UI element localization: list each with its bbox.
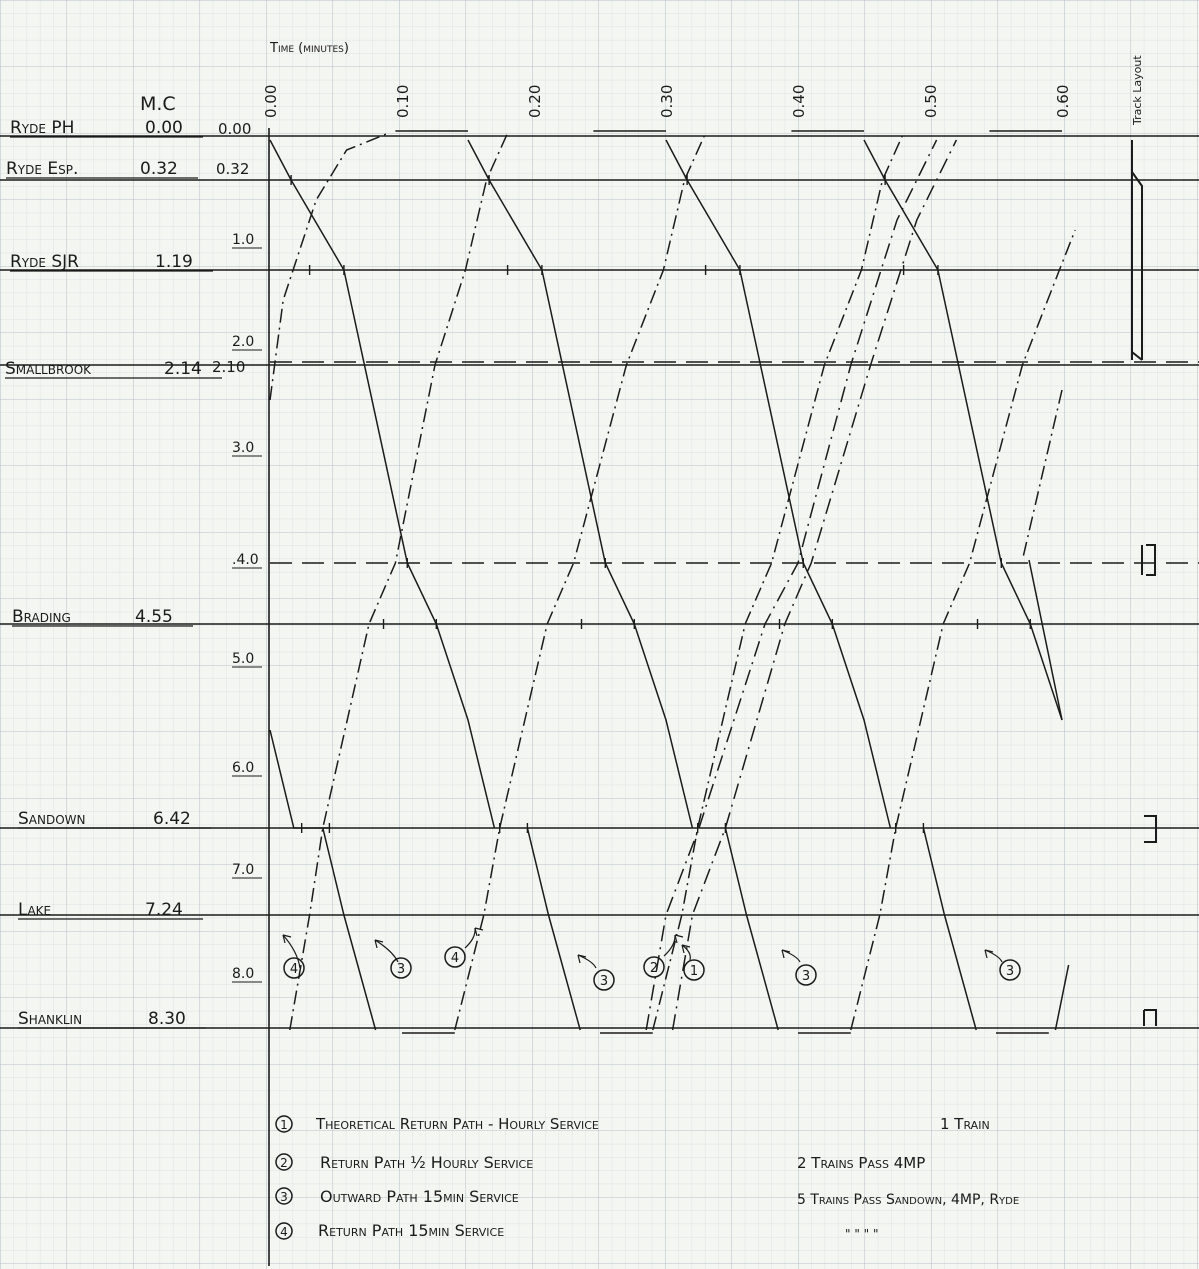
mileage-tick-label: 2.0 — [232, 334, 254, 350]
station-mileage: 2.14 — [164, 359, 202, 379]
outward-path — [724, 827, 779, 1031]
svg-text:3: 3 — [802, 969, 810, 984]
legend-number: 2 — [280, 1156, 288, 1170]
legend-text: Outward Path 15min Service — [320, 1187, 519, 1206]
path-marker-layer: 4 3 4 3 2 1 3 3 — [282, 927, 1021, 991]
svg-text:1: 1 — [690, 964, 698, 979]
mileage-tick-label: 8.0 — [232, 966, 254, 982]
station-layer: Ryde PH 0.00 0.00 Ryde Esp. 0.32 0.32 Ryde SJR… — [0, 118, 1199, 1029]
legend-number: 4 — [280, 1225, 288, 1239]
station-name: Shanklin — [18, 1009, 82, 1029]
time-tick-label: 0.00 — [262, 85, 280, 118]
legend: 1 Theoretical Return Path - Hourly Servi… — [275, 1115, 1019, 1241]
legend-item: 4 Return Path 15min Service " " " " — [275, 1221, 879, 1241]
svg-text:2: 2 — [650, 961, 658, 976]
outward-path — [863, 139, 1063, 721]
train-path-layer — [269, 130, 1076, 1034]
station-mileage: 7.24 — [145, 900, 183, 920]
path-marker: 3 — [781, 949, 817, 986]
legend-item: 2 Return Path ½ Hourly Service 2 Trains … — [275, 1153, 925, 1172]
station-offset: 0.32 — [216, 160, 249, 178]
legend-text: Return Path ½ Hourly Service — [320, 1153, 533, 1172]
legend-note: 2 Trains Pass 4MP — [797, 1154, 925, 1172]
time-tick-label: 0.30 — [658, 85, 676, 118]
return-path-half-hourly — [671, 139, 958, 1031]
station-name: Brading — [12, 607, 71, 627]
return-path — [1021, 389, 1063, 561]
mileage-tick-label: 7.0 — [232, 862, 254, 878]
mileage-tick-label: 6.0 — [232, 760, 254, 776]
svg-text:4: 4 — [451, 951, 459, 966]
station-offset: 2.10 — [212, 358, 245, 376]
outward-path — [1054, 964, 1070, 1031]
outward-path — [922, 827, 977, 1031]
legend-number: 1 — [280, 1118, 288, 1132]
mileage-tick-label: 5.0 — [232, 651, 254, 667]
mc-column-label: M.C — [140, 93, 176, 115]
station-mileage: 1.19 — [155, 252, 193, 272]
return-path-hourly — [645, 139, 938, 1031]
station-mileage: 8.30 — [148, 1009, 186, 1029]
path-marker: 3 — [577, 954, 615, 991]
outward-path — [1028, 559, 1063, 721]
station-mileage: 6.42 — [153, 809, 191, 829]
path-marker: 2 — [643, 934, 684, 978]
path-marker: 3 — [984, 949, 1021, 981]
legend-text: Return Path 15min Service — [318, 1221, 504, 1240]
station-name: Smallbrook — [5, 359, 92, 379]
legend-text: Theoretical Return Path - Hourly Service — [315, 1115, 599, 1133]
station-mileage: 4.55 — [135, 607, 173, 627]
time-tick-label: 0.10 — [394, 85, 412, 118]
station-offset: 0.00 — [218, 120, 251, 138]
path-marker: 3 — [374, 939, 412, 979]
svg-text:3: 3 — [397, 962, 405, 977]
station-name: Ryde PH — [10, 118, 74, 138]
legend-item: 1 Theoretical Return Path - Hourly Servi… — [275, 1115, 990, 1133]
legend-note: 1 Train — [940, 1115, 990, 1133]
station-mileage: 0.00 — [145, 118, 183, 138]
path-marker: 4 — [282, 934, 305, 979]
time-tick-label: 0.60 — [1054, 85, 1072, 118]
mileage-tick-label: 3.0 — [232, 440, 254, 456]
station-name: Ryde SJR — [10, 252, 79, 272]
svg-text:4: 4 — [290, 962, 298, 977]
outward-path — [269, 729, 331, 829]
mileage-tick-label: .4.0 — [232, 552, 259, 568]
track-layout-label: Track Layout — [1131, 55, 1144, 126]
time-tick-label: 0.50 — [922, 85, 940, 118]
svg-text:3: 3 — [600, 974, 608, 989]
return-path — [850, 229, 1076, 1031]
legend-note: " " " " — [845, 1227, 879, 1241]
time-tick-label: 0.40 — [790, 85, 808, 118]
svg-text:3: 3 — [1006, 964, 1014, 979]
legend-item: 3 Outward Path 15min Service 5 Trains Pa… — [275, 1187, 1019, 1208]
path-marker: 4 — [444, 927, 484, 968]
tick-layer: 0.00 0.10 0.20 0.30 0.40 0.50 0.60 1.0 2.0 3.0 .4.… — [232, 85, 1072, 983]
time-axis-label: Time (minutes) — [269, 41, 349, 56]
time-tick-label: 0.20 — [526, 85, 544, 118]
outward-path — [526, 827, 581, 1031]
station-name: Sandown — [18, 809, 86, 829]
outward-path — [322, 827, 377, 1031]
legend-number: 3 — [280, 1190, 288, 1204]
station-mileage: 0.32 — [140, 159, 178, 179]
mileage-tick-label: 1.0 — [232, 232, 254, 248]
return-path — [652, 132, 905, 1031]
track-layout-schematic — [1131, 140, 1157, 1026]
return-path — [269, 132, 390, 401]
station-name: Ryde Esp. — [6, 159, 78, 179]
path-marker: 1 — [681, 944, 705, 981]
return-path — [289, 132, 509, 1031]
station-name: Lake — [18, 900, 51, 920]
return-path — [454, 132, 707, 1031]
legend-note: 5 Trains Pass Sandown, 4MP, Ryde — [797, 1192, 1019, 1208]
